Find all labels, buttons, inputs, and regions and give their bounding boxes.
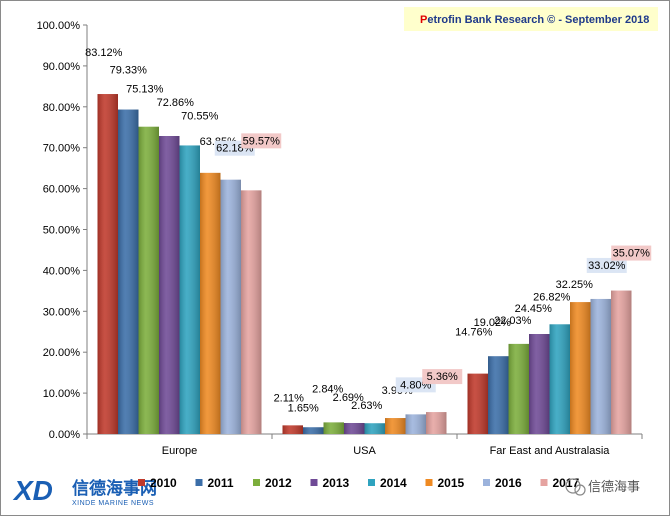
- bar-shading: [179, 145, 200, 434]
- legend-swatch: [195, 479, 203, 486]
- category-labels: Europe USA Far East and Australasia: [162, 445, 611, 457]
- bar-shading: [200, 172, 221, 434]
- y-tick-label: 30.00%: [43, 306, 81, 318]
- data-label: 2.11%: [274, 392, 305, 404]
- bar-shading: [549, 324, 570, 434]
- data-label: 5.36%: [427, 371, 458, 383]
- legend-swatch: [253, 479, 260, 486]
- data-label: 26.82%: [533, 291, 571, 303]
- bar-shading: [282, 425, 303, 434]
- legend-label: 2010: [150, 476, 177, 490]
- bar-shading: [488, 356, 509, 434]
- legend-swatch: [483, 479, 490, 486]
- data-label: 14.76%: [455, 327, 493, 339]
- legend-label: 2011: [208, 476, 234, 490]
- bar-shading: [303, 427, 324, 434]
- watermark-text: 信德海事: [588, 480, 640, 495]
- legend: 2010 2011 2012 2013 2014 2015 2016 2017: [138, 476, 580, 490]
- banner-initial: P: [420, 14, 427, 26]
- data-labels: 83.12%79.33%75.13%72.86%70.55%63.85%62.1…: [85, 47, 652, 414]
- legend-label: 2013: [323, 476, 350, 490]
- wechat-icon: [565, 478, 581, 494]
- bar-shading: [118, 109, 139, 435]
- y-tick-label: 60.00%: [43, 184, 81, 196]
- bars: [97, 94, 632, 435]
- data-label-background: [586, 257, 627, 273]
- data-label-background: [611, 245, 652, 261]
- category-label: Europe: [162, 445, 197, 457]
- bar-shading: [467, 373, 488, 434]
- data-label: 2.63%: [351, 400, 382, 412]
- data-label: 22.03%: [494, 315, 532, 327]
- bar-shading: [590, 298, 611, 434]
- y-axis-ticks: 0.00% 10.00% 20.00% 30.00% 40.00% 50.00% 60.00…: [37, 20, 87, 441]
- bar-shading: [323, 422, 344, 434]
- bar-shading: [508, 343, 529, 434]
- bar-shading: [241, 190, 262, 434]
- data-label: 2.69%: [333, 392, 364, 404]
- legend-label: 2012: [265, 476, 292, 490]
- data-label-background: [241, 133, 282, 149]
- bar-shading: [364, 423, 385, 434]
- y-tick-label: 40.00%: [43, 265, 81, 277]
- logo-english: XINDE MARINE NEWS: [72, 500, 154, 507]
- data-label: 83.12%: [85, 47, 123, 59]
- bar-shading: [570, 302, 591, 434]
- wechat-icon-small: [574, 484, 586, 496]
- data-label: 59.57%: [243, 135, 281, 147]
- legend-swatch: [425, 479, 433, 486]
- y-tick-label: 10.00%: [43, 388, 81, 400]
- legend-swatch: [138, 479, 145, 486]
- data-label: 33.02%: [588, 260, 626, 272]
- bar-shading: [97, 94, 118, 435]
- legend-swatch: [540, 479, 548, 486]
- bar-shading: [220, 179, 241, 434]
- legend-label: 2014: [380, 476, 407, 490]
- bar-shading: [426, 412, 447, 434]
- data-label: 24.45%: [515, 303, 553, 315]
- banner-text: Petrofin Bank Research © - September 201…: [420, 14, 649, 26]
- bar-shading: [385, 418, 406, 434]
- legend-label: 2016: [495, 476, 522, 490]
- legend-swatch: [310, 479, 318, 486]
- wechat-watermark: 信德海事: [565, 478, 640, 496]
- data-label: 19.02%: [474, 317, 512, 329]
- data-label: 32.25%: [556, 279, 594, 291]
- data-label: 35.07%: [613, 248, 651, 260]
- legend-label: 2015: [438, 476, 465, 490]
- xinde-logo: XD 信德海事网 XINDE MARINE NEWS: [12, 475, 157, 507]
- bar-shading: [344, 422, 365, 434]
- data-label: 75.13%: [126, 84, 164, 96]
- data-label: 79.33%: [110, 65, 148, 77]
- y-tick-label: 70.00%: [43, 143, 81, 155]
- plot-area: 0.00% 10.00% 20.00% 30.00% 40.00% 50.00% 60.00…: [37, 20, 652, 457]
- bar-shading: [138, 126, 159, 435]
- logo-chinese: 信德海事网: [72, 478, 157, 499]
- source-banner: Petrofin Bank Research © - September 201…: [404, 7, 658, 31]
- data-label-background: [422, 369, 463, 385]
- category-label: Far East and Australasia: [490, 445, 611, 457]
- y-tick-label: 50.00%: [43, 225, 81, 237]
- banner-rest: etrofin Bank Research © - September 2018: [427, 14, 649, 26]
- x-axis-ticks: [86, 434, 643, 439]
- data-label: 70.55%: [181, 110, 219, 122]
- y-tick-label: 20.00%: [43, 347, 81, 359]
- bar-shading: [159, 136, 180, 434]
- bar-shading: [405, 414, 426, 434]
- bar-shading: [529, 333, 550, 434]
- logo-mark: XD: [12, 475, 53, 506]
- y-tick-label: 100.00%: [37, 20, 81, 32]
- data-label: 2.84%: [312, 383, 343, 395]
- legend-swatch: [368, 479, 375, 486]
- data-label: 72.86%: [157, 97, 195, 109]
- banner-background: [404, 7, 658, 31]
- y-tick-label: 0.00%: [49, 429, 80, 441]
- y-tick-label: 80.00%: [43, 102, 81, 114]
- y-tick-label: 90.00%: [43, 61, 81, 73]
- bar-shading: [611, 290, 632, 434]
- category-label: USA: [353, 445, 376, 457]
- data-label: 1.65%: [288, 402, 319, 414]
